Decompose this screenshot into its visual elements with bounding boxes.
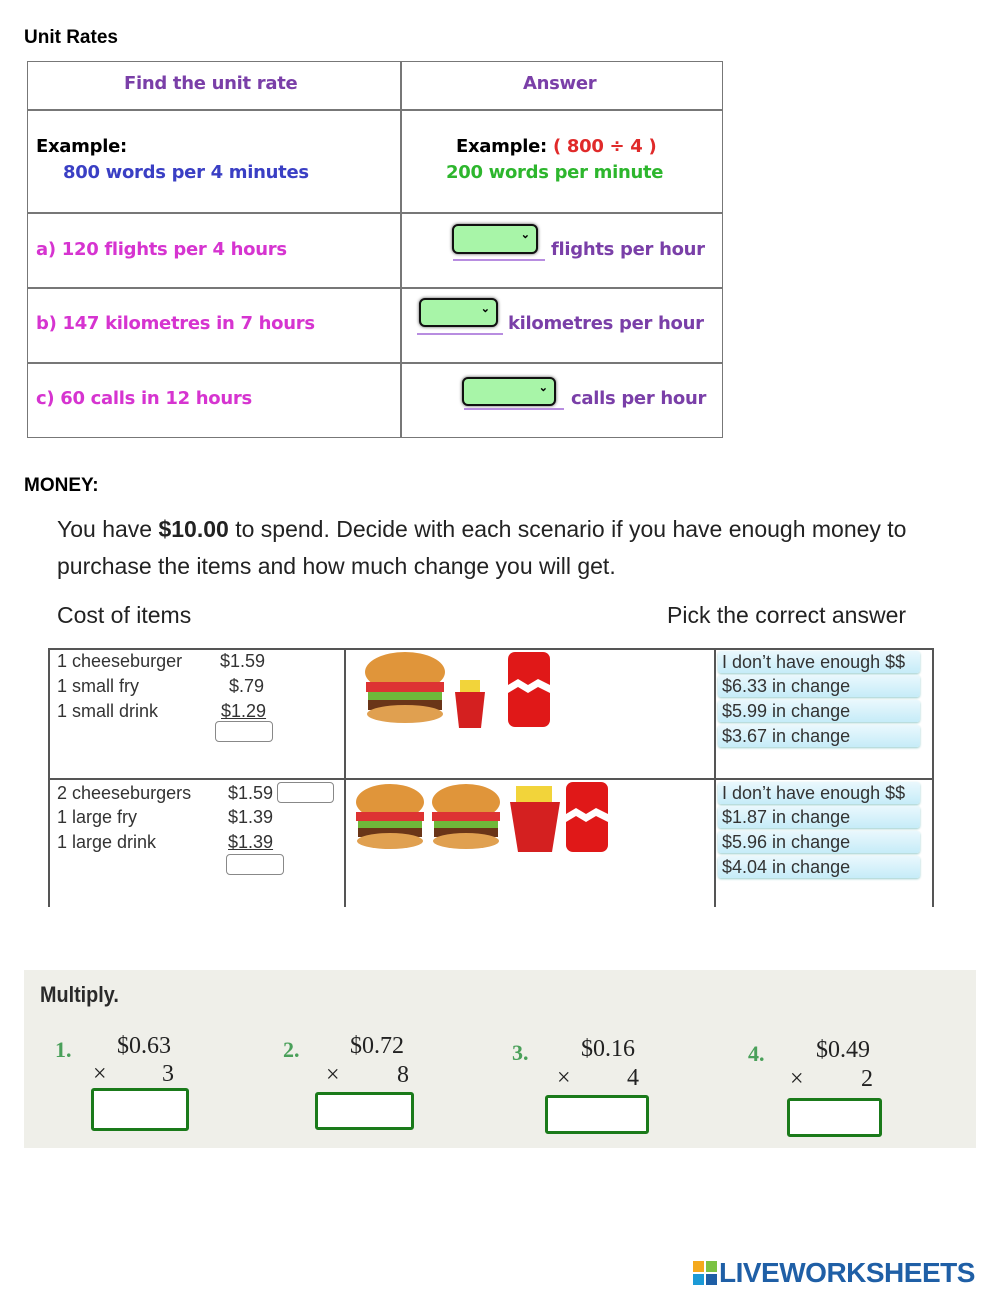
item-name: 1 small fry	[57, 676, 140, 696]
divider	[48, 648, 50, 907]
problem-number: 4.	[748, 1041, 765, 1066]
intro-amount: $10.00	[158, 516, 229, 542]
burger-icon	[365, 652, 445, 723]
intro-text: You have	[57, 516, 159, 542]
item-price: $1.59	[220, 651, 266, 671]
burger-subtotal-input[interactable]	[277, 782, 334, 803]
problem-amount: $0.16	[581, 1036, 635, 1062]
soda-can-icon	[566, 782, 608, 852]
problem-number: 1.	[55, 1037, 72, 1062]
problem-number: 2.	[283, 1037, 300, 1062]
example-question: 800 words per 4 minutes	[63, 162, 309, 183]
liveworksheets-logo: LIVEWORKSHEETS	[693, 1257, 975, 1289]
question-a: a) 120 flights per 4 hours	[36, 239, 287, 260]
divider	[344, 648, 346, 907]
divider	[48, 778, 933, 780]
multiply-heading: Multiply.	[40, 982, 119, 1007]
food-illustration	[365, 652, 550, 728]
item-name: 1 small drink	[57, 701, 159, 721]
item-price: $1.29	[221, 701, 267, 721]
divider	[28, 362, 722, 364]
money-intro-line1: You have $10.00 to spend. Decide with ea…	[57, 516, 906, 543]
problem-amount: $0.49	[816, 1037, 870, 1063]
divider	[48, 648, 933, 650]
logo-icon	[693, 1261, 717, 1285]
pick-label: Pick the correct answer	[667, 602, 907, 628]
times-icon: ×	[326, 1062, 340, 1088]
answer-c-underline	[464, 408, 564, 410]
times-icon: ×	[790, 1066, 804, 1092]
problem-number: 3.	[512, 1040, 529, 1065]
example-answer: 200 words per minute	[446, 162, 664, 183]
unit-rates-table	[27, 61, 723, 438]
unit-c: calls per hour	[571, 388, 707, 409]
problem-amount: $0.72	[350, 1033, 404, 1059]
example-calc: ( 800 ÷ 4 )	[553, 136, 657, 157]
divider	[28, 212, 722, 214]
divider	[932, 648, 934, 907]
item-name: 2 cheeseburgers	[57, 783, 192, 803]
money-intro-line2: purchase the items and how much change y…	[57, 553, 616, 579]
burger-icon	[356, 784, 424, 849]
logo-text: LIVEWORKSHEETS	[719, 1257, 975, 1288]
unit-a: flights per hour	[551, 239, 705, 260]
total-input[interactable]	[215, 721, 273, 742]
answer-b-dropdown[interactable]: ⌄	[419, 298, 498, 327]
intro-text: to spend. Decide with each scenario if y…	[228, 516, 907, 542]
divider	[28, 287, 722, 289]
question-b: b) 147 kilometres in 7 hours	[36, 313, 315, 334]
answer-option[interactable]: $5.96 in change	[718, 831, 920, 853]
item-name: 1 large drink	[57, 832, 157, 852]
fries-icon	[510, 786, 560, 852]
food-illustration	[356, 782, 608, 852]
item-price: $.79	[229, 676, 265, 696]
divider	[400, 62, 402, 437]
answer-option[interactable]: $6.33 in change	[718, 675, 920, 697]
problem-factor: 8	[397, 1062, 409, 1088]
col-header-question: Find the unit rate	[124, 73, 298, 94]
unit-b: kilometres per hour	[508, 313, 704, 334]
problem-factor: 2	[861, 1066, 873, 1092]
example-answer-label: Example:	[456, 136, 547, 157]
times-icon: ×	[557, 1065, 571, 1091]
times-icon: ×	[93, 1061, 107, 1087]
answer-option[interactable]: I don’t have enough $$	[718, 651, 920, 673]
answer-option[interactable]: $5.99 in change	[718, 700, 920, 722]
col-header-answer: Answer	[523, 73, 597, 94]
answer-input-2[interactable]	[315, 1092, 414, 1130]
item-name: 1 cheeseburger	[57, 651, 183, 671]
answer-b-underline	[417, 333, 503, 335]
cost-label: Cost of items	[57, 602, 192, 628]
answer-c-dropdown[interactable]: ⌄	[462, 377, 556, 406]
item-price: $1.59	[228, 783, 274, 803]
soda-can-icon	[508, 652, 550, 727]
answer-a-dropdown[interactable]: ⌄	[452, 224, 538, 254]
example-label: Example:	[36, 136, 127, 157]
chevron-down-icon: ⌄	[538, 382, 548, 394]
answer-input-1[interactable]	[91, 1088, 189, 1131]
answer-input-4[interactable]	[787, 1098, 882, 1137]
money-heading: MONEY:	[24, 475, 99, 496]
question-c: c) 60 calls in 12 hours	[36, 388, 252, 409]
item-name: 1 large fry	[57, 807, 138, 827]
problem-amount: $0.63	[117, 1033, 171, 1059]
divider	[28, 109, 722, 111]
total-input[interactable]	[226, 854, 284, 875]
answer-option[interactable]: I don’t have enough $$	[718, 782, 920, 804]
divider	[714, 648, 716, 907]
chevron-down-icon: ⌄	[520, 229, 530, 241]
fries-icon	[455, 680, 485, 728]
item-price: $1.39	[228, 832, 274, 852]
answer-input-3[interactable]	[545, 1095, 649, 1134]
answer-a-underline	[453, 259, 545, 261]
item-price: $1.39	[228, 807, 274, 827]
problem-factor: 4	[627, 1065, 639, 1091]
answer-option[interactable]: $4.04 in change	[718, 856, 920, 878]
unit-rates-heading: Unit Rates	[24, 27, 118, 48]
answer-option[interactable]: $1.87 in change	[718, 806, 920, 828]
burger-icon	[432, 784, 500, 849]
answer-option[interactable]: $3.67 in change	[718, 725, 920, 747]
problem-factor: 3	[162, 1061, 174, 1087]
chevron-down-icon: ⌄	[480, 303, 490, 315]
